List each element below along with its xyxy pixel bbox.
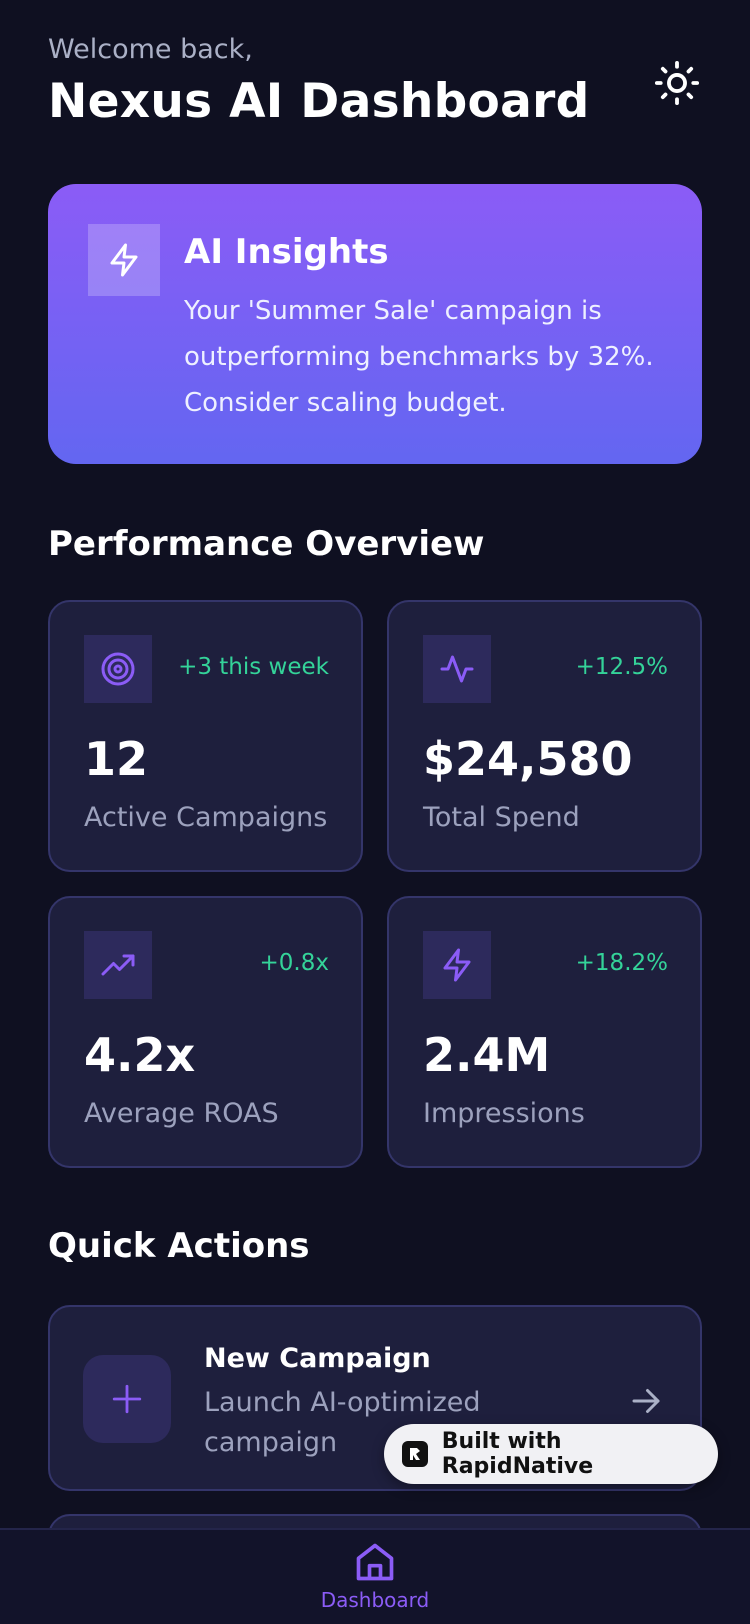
performance-section-title: Performance Overview [48,524,485,564]
stat-icon-box [423,931,491,999]
new-campaign-action[interactable]: New Campaign Launch AI-optimized campaig… [48,1305,702,1491]
stat-card-total-spend[interactable]: +12.5% $24,580 Total Spend [387,600,702,872]
stat-change: +12.5% [575,654,668,680]
home-icon [356,1543,394,1581]
stat-change: +3 this week [178,654,329,680]
insights-title: AI Insights [184,232,389,272]
stat-change: +0.8x [259,950,329,976]
ai-insights-card[interactable]: AI Insights Your 'Summer Sale' campaign … [48,184,702,464]
lightning-icon [110,243,138,277]
stat-label: Impressions [423,1098,585,1129]
quick-actions-section-title: Quick Actions [48,1226,310,1266]
trending-up-icon [101,954,135,976]
bottom-navigation: Dashboard [0,1528,750,1624]
badge-label: Built with RapidNative [441,1429,594,1479]
insights-message: Your 'Summer Sale' campaign is outperfor… [184,296,654,418]
plus-icon-box [83,1355,171,1443]
stat-value: 12 [84,732,149,786]
stat-label: Active Campaigns [84,802,328,833]
insights-icon-box [88,224,160,296]
action-title: New Campaign [204,1343,431,1374]
stat-value: $24,580 [423,732,633,786]
action-subtitle: Launch AI-optimized campaign [204,1387,481,1458]
stat-value: 4.2x [84,1028,196,1082]
sun-icon [654,60,700,106]
stat-label: Average ROAS [84,1098,279,1129]
stat-change: +18.2% [575,950,668,976]
stat-value: 2.4M [423,1028,551,1082]
nav-item-dashboard[interactable]: Dashboard [310,1540,440,1624]
stat-card-impressions[interactable]: +18.2% 2.4M Impressions [387,896,702,1168]
stat-icon-box [423,635,491,703]
stat-card-active-campaigns[interactable]: +3 this week 12 Active Campaigns [48,600,363,872]
stat-card-average-roas[interactable]: +0.8x 4.2x Average ROAS [48,896,363,1168]
activity-icon [440,655,474,683]
rapidnative-logo-icon [402,1441,428,1467]
theme-toggle-button[interactable] [652,58,702,108]
arrow-right-icon [632,1389,660,1413]
lightning-icon [443,948,471,982]
target-icon [101,652,135,686]
welcome-text: Welcome back, [48,34,253,65]
stat-icon-box [84,635,152,703]
page-title: Nexus AI Dashboard [48,74,590,129]
nav-label-dashboard: Dashboard [320,1588,430,1612]
stat-icon-box [84,931,152,999]
built-with-badge[interactable]: Built with RapidNative [384,1424,718,1484]
stat-label: Total Spend [423,802,580,833]
plus-icon [112,1384,142,1414]
